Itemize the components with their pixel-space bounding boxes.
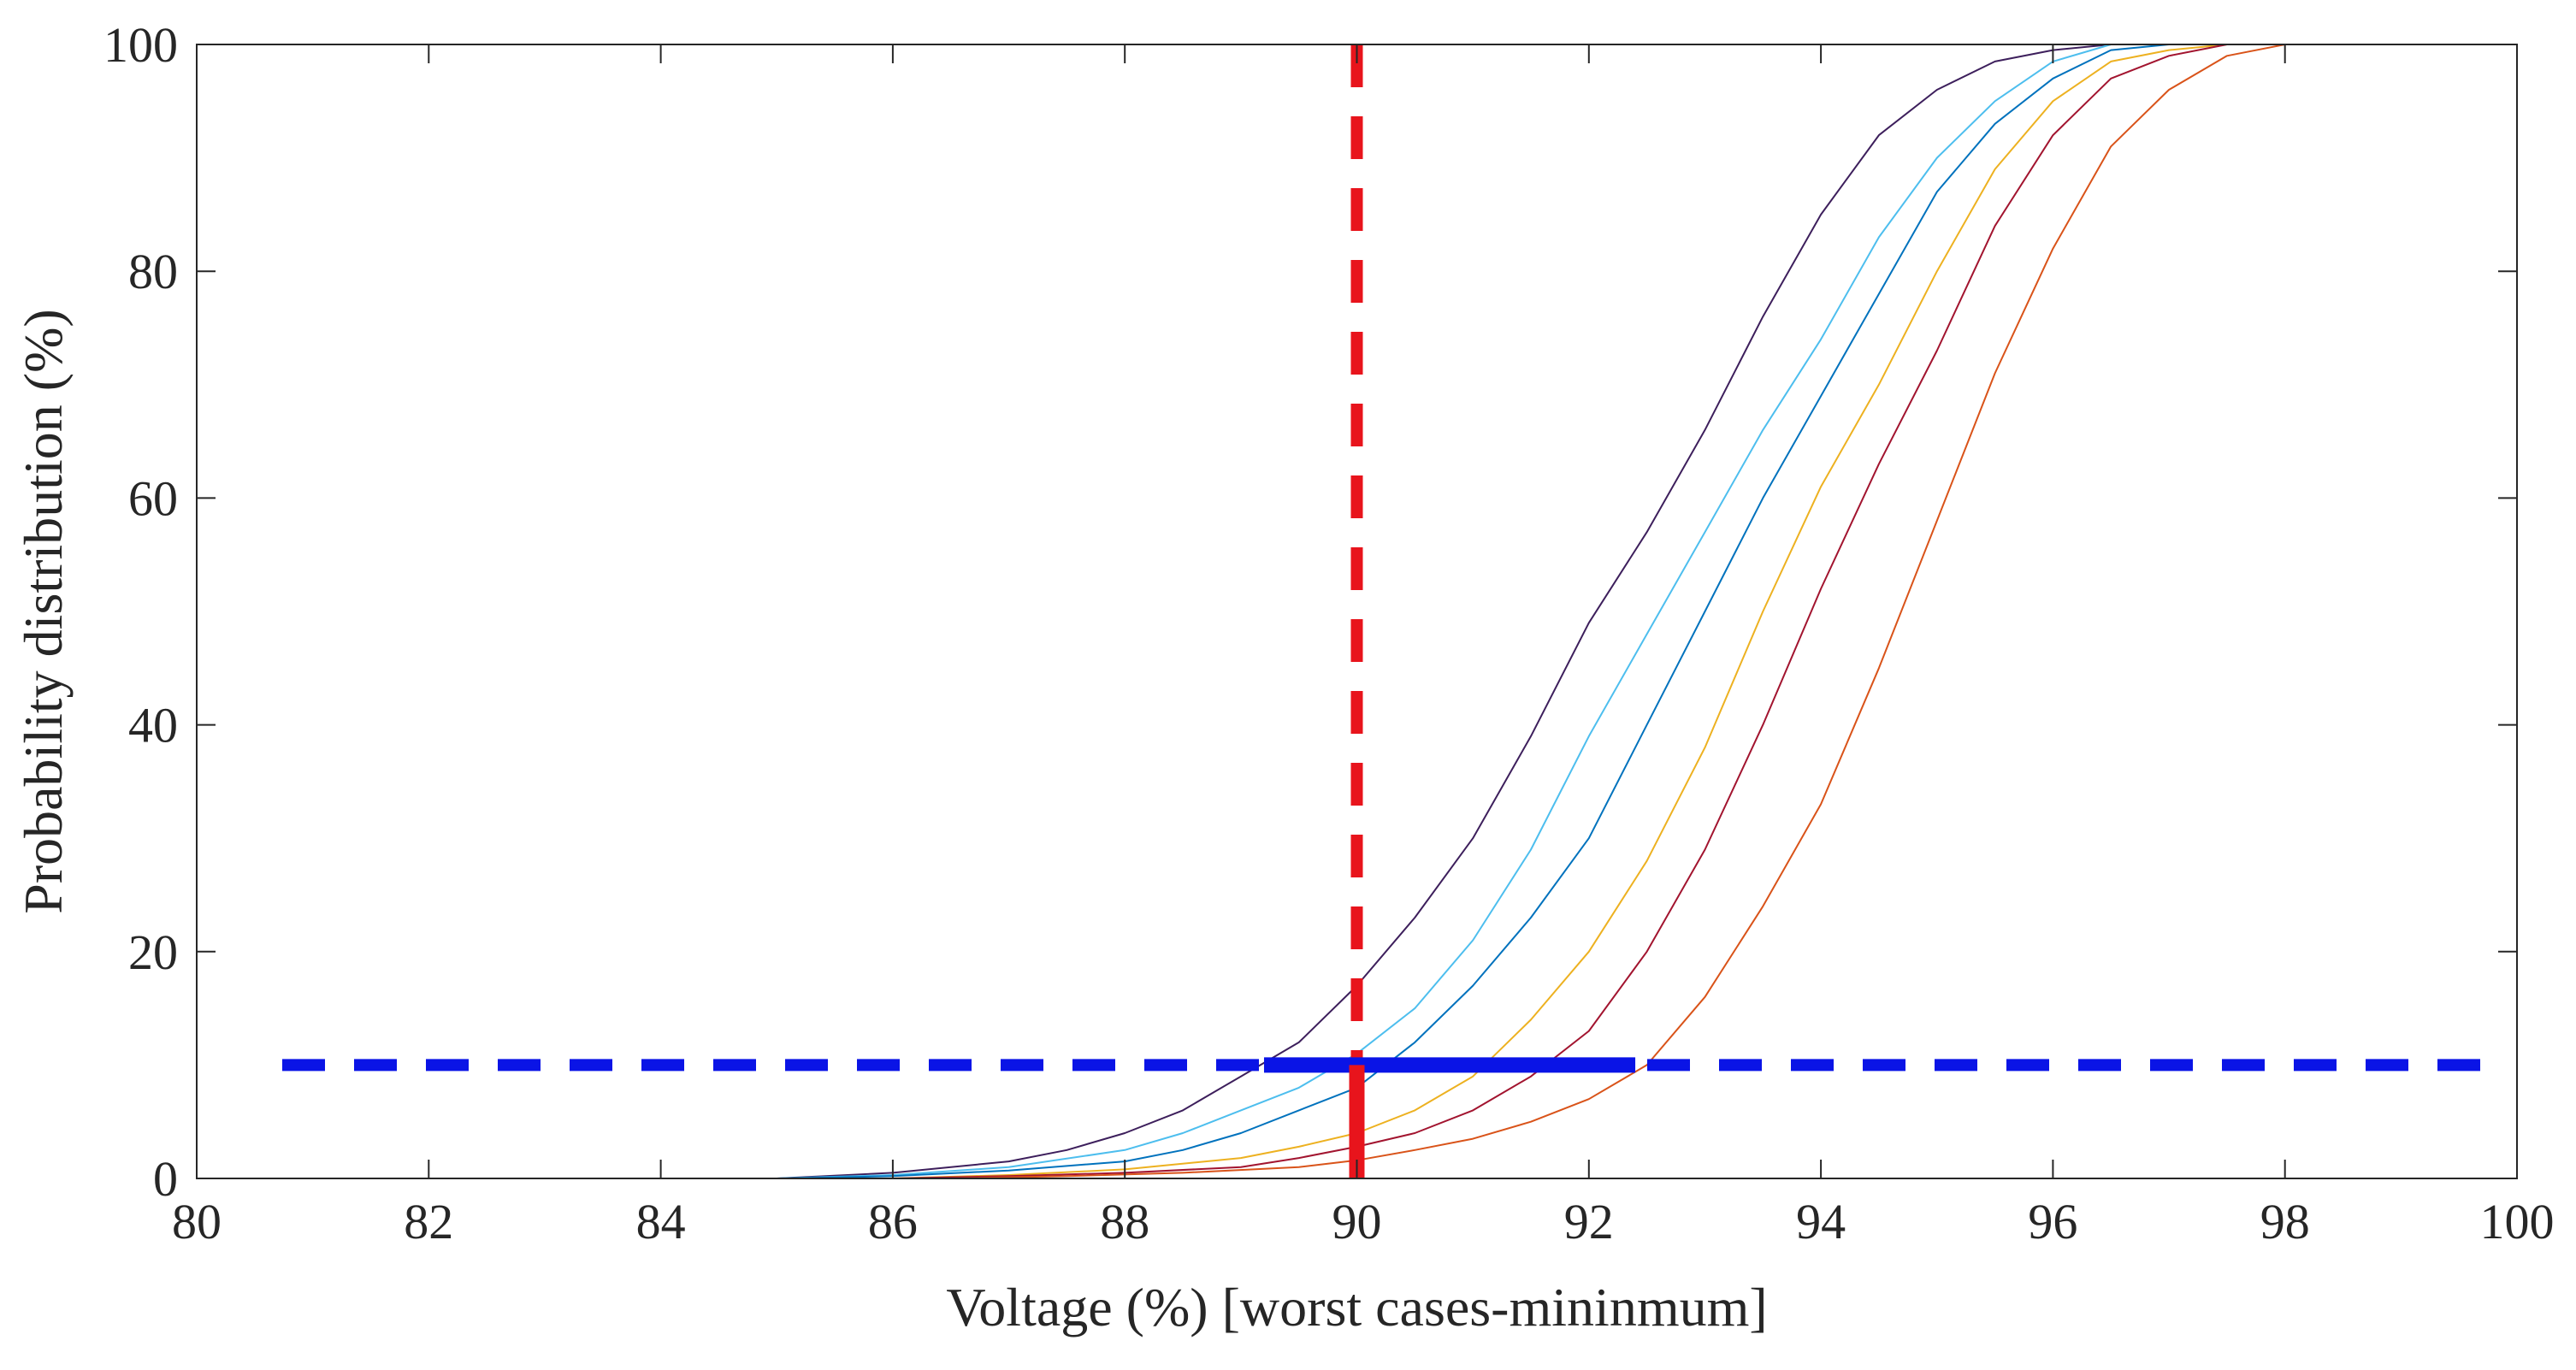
series-line-5 bbox=[892, 44, 2285, 1179]
series-group bbox=[777, 44, 2320, 1179]
x-tick-label: 88 bbox=[1100, 1194, 1149, 1249]
y-tick-label: 40 bbox=[128, 698, 178, 753]
y-tick-label: 0 bbox=[153, 1151, 178, 1207]
series-line-1 bbox=[777, 44, 2169, 1179]
x-tick-label: 80 bbox=[172, 1194, 222, 1249]
x-axis-label: Voltage (%) [worst cases-mininmum] bbox=[946, 1277, 1767, 1338]
x-tick-label: 100 bbox=[2480, 1194, 2555, 1249]
x-tick-label: 92 bbox=[1564, 1194, 1614, 1249]
series-line-3 bbox=[777, 44, 2227, 1179]
ticks-group: 80 82 84 86 88 90 92 94 96 98 100 0 20 40 60 80 100 bbox=[103, 17, 2555, 1249]
x-tick-label: 96 bbox=[2028, 1194, 2077, 1249]
y-tick-label: 60 bbox=[128, 470, 178, 526]
x-tick-label: 82 bbox=[404, 1194, 453, 1249]
series-line-6 bbox=[950, 44, 2320, 1179]
y-tick-label: 20 bbox=[128, 924, 178, 980]
y-tick-label: 80 bbox=[128, 244, 178, 299]
x-tick-label: 94 bbox=[1796, 1194, 1846, 1249]
y-tick-label: 100 bbox=[103, 17, 178, 73]
x-tick-label: 84 bbox=[636, 1194, 686, 1249]
x-tick-label: 98 bbox=[2260, 1194, 2310, 1249]
series-line-4 bbox=[892, 44, 2285, 1179]
x-tick-label: 90 bbox=[1332, 1194, 1382, 1249]
y-axis-label: Probability distribution (%) bbox=[13, 309, 74, 914]
x-tick-label: 86 bbox=[868, 1194, 918, 1249]
reference-lines-group bbox=[282, 44, 2491, 1178]
series-line-2 bbox=[777, 44, 2169, 1179]
